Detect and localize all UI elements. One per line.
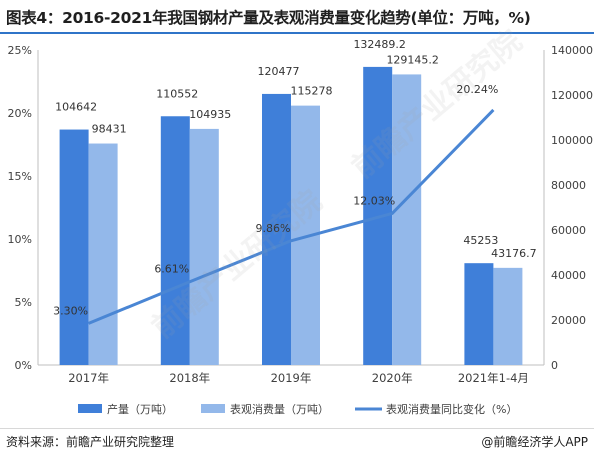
right-tick-label: 0 — [551, 359, 558, 372]
yoy-data-label: 9.86% — [256, 222, 291, 235]
right-tick-label: 20000 — [551, 314, 586, 327]
title-divider — [0, 32, 594, 34]
right-tick-label: 80000 — [551, 179, 586, 192]
chart-area: 0% 5% 10% 15% 20% 25% 0 20000 40000 60000 80000 100… — [0, 36, 594, 430]
yoy-data-label: 6.61% — [154, 263, 189, 276]
consumption-bar — [392, 74, 422, 365]
left-tick-label: 15% — [8, 170, 32, 183]
right-tick-label: 140000 — [551, 44, 593, 57]
left-tick-label: 10% — [8, 233, 32, 246]
left-tick-label: 0% — [15, 359, 32, 372]
right-tick-label: 120000 — [551, 89, 593, 102]
yoy-data-label: 3.30% — [53, 304, 88, 317]
yoy-data-label: 12.03% — [353, 194, 395, 207]
consumption-bar — [88, 143, 118, 365]
legend-consumption-label: 表观消费量（万吨） — [230, 402, 329, 416]
left-tick-label: 25% — [8, 44, 32, 57]
production-data-label: 45253 — [463, 234, 498, 247]
consumption-data-label: 43176.7 — [491, 247, 537, 260]
combo-chart: 0% 5% 10% 15% 20% 25% 0 20000 40000 60000 80000 100… — [8, 38, 593, 416]
consumption-data-label: 129145.2 — [386, 53, 439, 66]
consumption-bar — [189, 128, 219, 365]
source-note: 资料来源：前瞻产业研究院整理 — [6, 435, 175, 449]
yoy-data-label: 20.24% — [456, 83, 498, 96]
x-tick-label: 2017年 — [68, 371, 109, 385]
right-tick-label: 100000 — [551, 134, 593, 147]
x-tick-label: 2018年 — [169, 371, 210, 385]
consumption-data-label: 98431 — [92, 123, 127, 136]
production-data-label: 104642 — [55, 101, 97, 114]
production-bar — [464, 263, 494, 365]
production-bar — [262, 93, 291, 365]
consumption-bar — [493, 267, 523, 365]
x-tick-label: 2019年 — [271, 371, 312, 385]
brand-credit: @前瞻经济学人APP — [481, 435, 588, 449]
chart-title: 图表4：2016-2021年我国钢材产量及表观消费量变化趋势(单位：万吨，%) — [6, 9, 531, 27]
x-tick-label: 2020年 — [372, 371, 413, 385]
x-tick-label: 2021年1-4月 — [458, 371, 529, 385]
consumption-data-label: 104935 — [189, 108, 231, 121]
legend-consumption-swatch — [201, 404, 225, 413]
left-tick-label: 20% — [8, 107, 32, 120]
production-bar — [160, 116, 190, 366]
production-bar — [59, 129, 89, 365]
right-tick-label: 40000 — [551, 269, 586, 282]
legend-production-label: 产量（万吨） — [107, 402, 173, 416]
left-tick-label: 5% — [15, 296, 32, 309]
yoy-change-line — [88, 108, 495, 325]
legend-line-label: 表观消费量同比变化（%） — [386, 402, 517, 416]
legend-production-swatch — [78, 404, 102, 413]
consumption-data-label: 115278 — [291, 85, 333, 98]
footer-divider — [0, 428, 594, 429]
right-tick-label: 60000 — [551, 224, 586, 237]
production-data-label: 110552 — [156, 87, 198, 100]
production-data-label: 120477 — [258, 65, 300, 78]
production-data-label: 132489.2 — [353, 38, 406, 51]
